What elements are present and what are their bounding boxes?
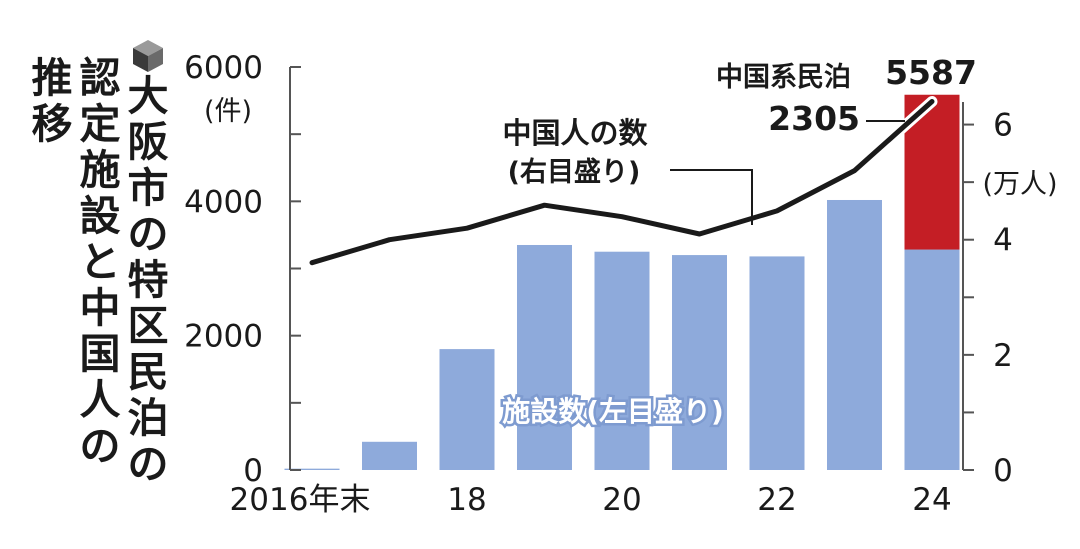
title-char: 阪	[128, 118, 169, 166]
title-char: 推	[32, 54, 73, 102]
title-char: 泊	[128, 394, 169, 442]
y-right-tick-label: 4	[993, 223, 1013, 259]
title-char: の	[80, 422, 121, 470]
title-char: 国	[80, 330, 121, 378]
cube-icon	[133, 40, 163, 72]
title-char: 区	[128, 302, 169, 350]
title-char: 民	[128, 348, 169, 396]
line-series-label: 中国人の数	[502, 116, 648, 150]
title-char: 施	[80, 146, 121, 194]
title-char: と	[80, 238, 121, 286]
title-char: 市	[128, 164, 169, 212]
bar	[595, 252, 650, 470]
title-char: の	[128, 440, 169, 488]
title-char: 中	[80, 284, 121, 332]
bar	[672, 255, 727, 470]
y-left-tick-label: 6000	[184, 50, 263, 86]
y-left-tick-label: 2000	[184, 319, 263, 355]
x-tick-label: 18	[447, 482, 486, 518]
title-char: 定	[80, 100, 121, 148]
x-tick-label: 2016年末	[230, 482, 371, 518]
bar	[362, 442, 417, 470]
x-tick-label: 24	[912, 482, 951, 518]
y-right-tick-label: 6	[993, 108, 1013, 144]
highlight-value-label: 2305	[768, 99, 860, 138]
line-series-axis-note: (右目盛り)	[508, 157, 641, 188]
title-char: 大	[128, 72, 169, 120]
title-char: 特	[128, 256, 169, 304]
title-char: 移	[32, 100, 73, 148]
bar	[750, 256, 805, 470]
y-right-unit: (万人)	[982, 169, 1057, 200]
y-left-unit: (件)	[204, 96, 252, 127]
y-right-tick-label: 0	[993, 453, 1013, 489]
title-char: 設	[80, 192, 121, 240]
y-right-tick-label: 2	[993, 338, 1013, 374]
total-label: 5587	[885, 53, 977, 92]
title-char: の	[128, 210, 169, 258]
title-char: 認	[80, 54, 121, 102]
title-char: 人	[80, 376, 121, 424]
bar	[905, 250, 960, 470]
x-tick-label: 22	[757, 482, 796, 518]
x-tick-label: 20	[602, 482, 641, 518]
highlight-name-label: 中国系民泊	[716, 62, 851, 93]
bar-series-label: 施設数(左目盛り)	[502, 395, 724, 428]
bar	[827, 200, 882, 470]
y-left-tick-label: 4000	[184, 184, 263, 220]
bar	[517, 245, 572, 470]
bar	[440, 349, 495, 470]
